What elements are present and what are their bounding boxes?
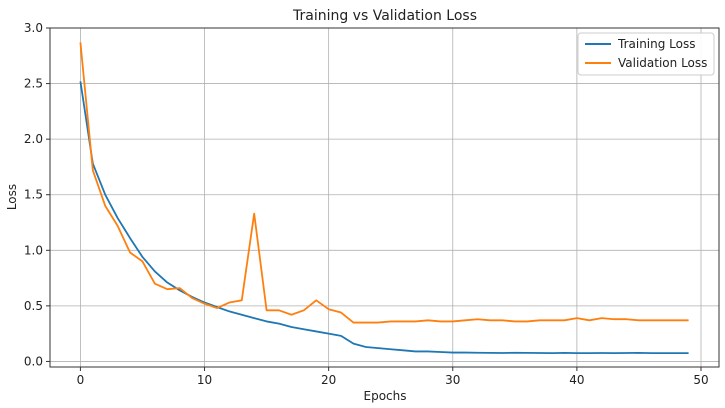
y-tick-label: 1.5 (24, 188, 43, 202)
grid (50, 27, 719, 367)
x-tick-label: 0 (77, 373, 85, 387)
plot-frame (49, 27, 720, 368)
x-tick-label: 30 (445, 373, 460, 387)
legend: Training Loss Validation Loss (577, 32, 715, 76)
x-tick-label: 20 (321, 373, 336, 387)
x-axis-label: Epochs (364, 389, 407, 403)
legend-label-training: Training Loss (617, 37, 695, 51)
y-tick-label: 2.5 (24, 77, 43, 91)
x-tick-label: 10 (197, 373, 212, 387)
x-tick-label: 50 (693, 373, 708, 387)
y-tick-label: 3.0 (24, 21, 43, 35)
y-tick-label: 0.0 (24, 354, 43, 368)
series-lines (79, 42, 689, 355)
y-tick-label: 1.0 (24, 243, 43, 257)
training-loss-line (79, 81, 689, 355)
validation-loss-line (79, 42, 689, 324)
legend-box (577, 32, 715, 76)
y-tick-label: 0.5 (24, 299, 43, 313)
ticks: 0 10 20 30 40 50 0.0 0.5 1.0 1.5 2.0 2.5 3.0 (24, 21, 709, 387)
x-tick-label: 40 (569, 373, 584, 387)
legend-label-validation: Validation Loss (618, 56, 707, 70)
chart-title: Training vs Validation Loss (292, 8, 477, 24)
y-axis-label: Loss (5, 184, 19, 210)
y-tick-label: 2.0 (24, 132, 43, 146)
